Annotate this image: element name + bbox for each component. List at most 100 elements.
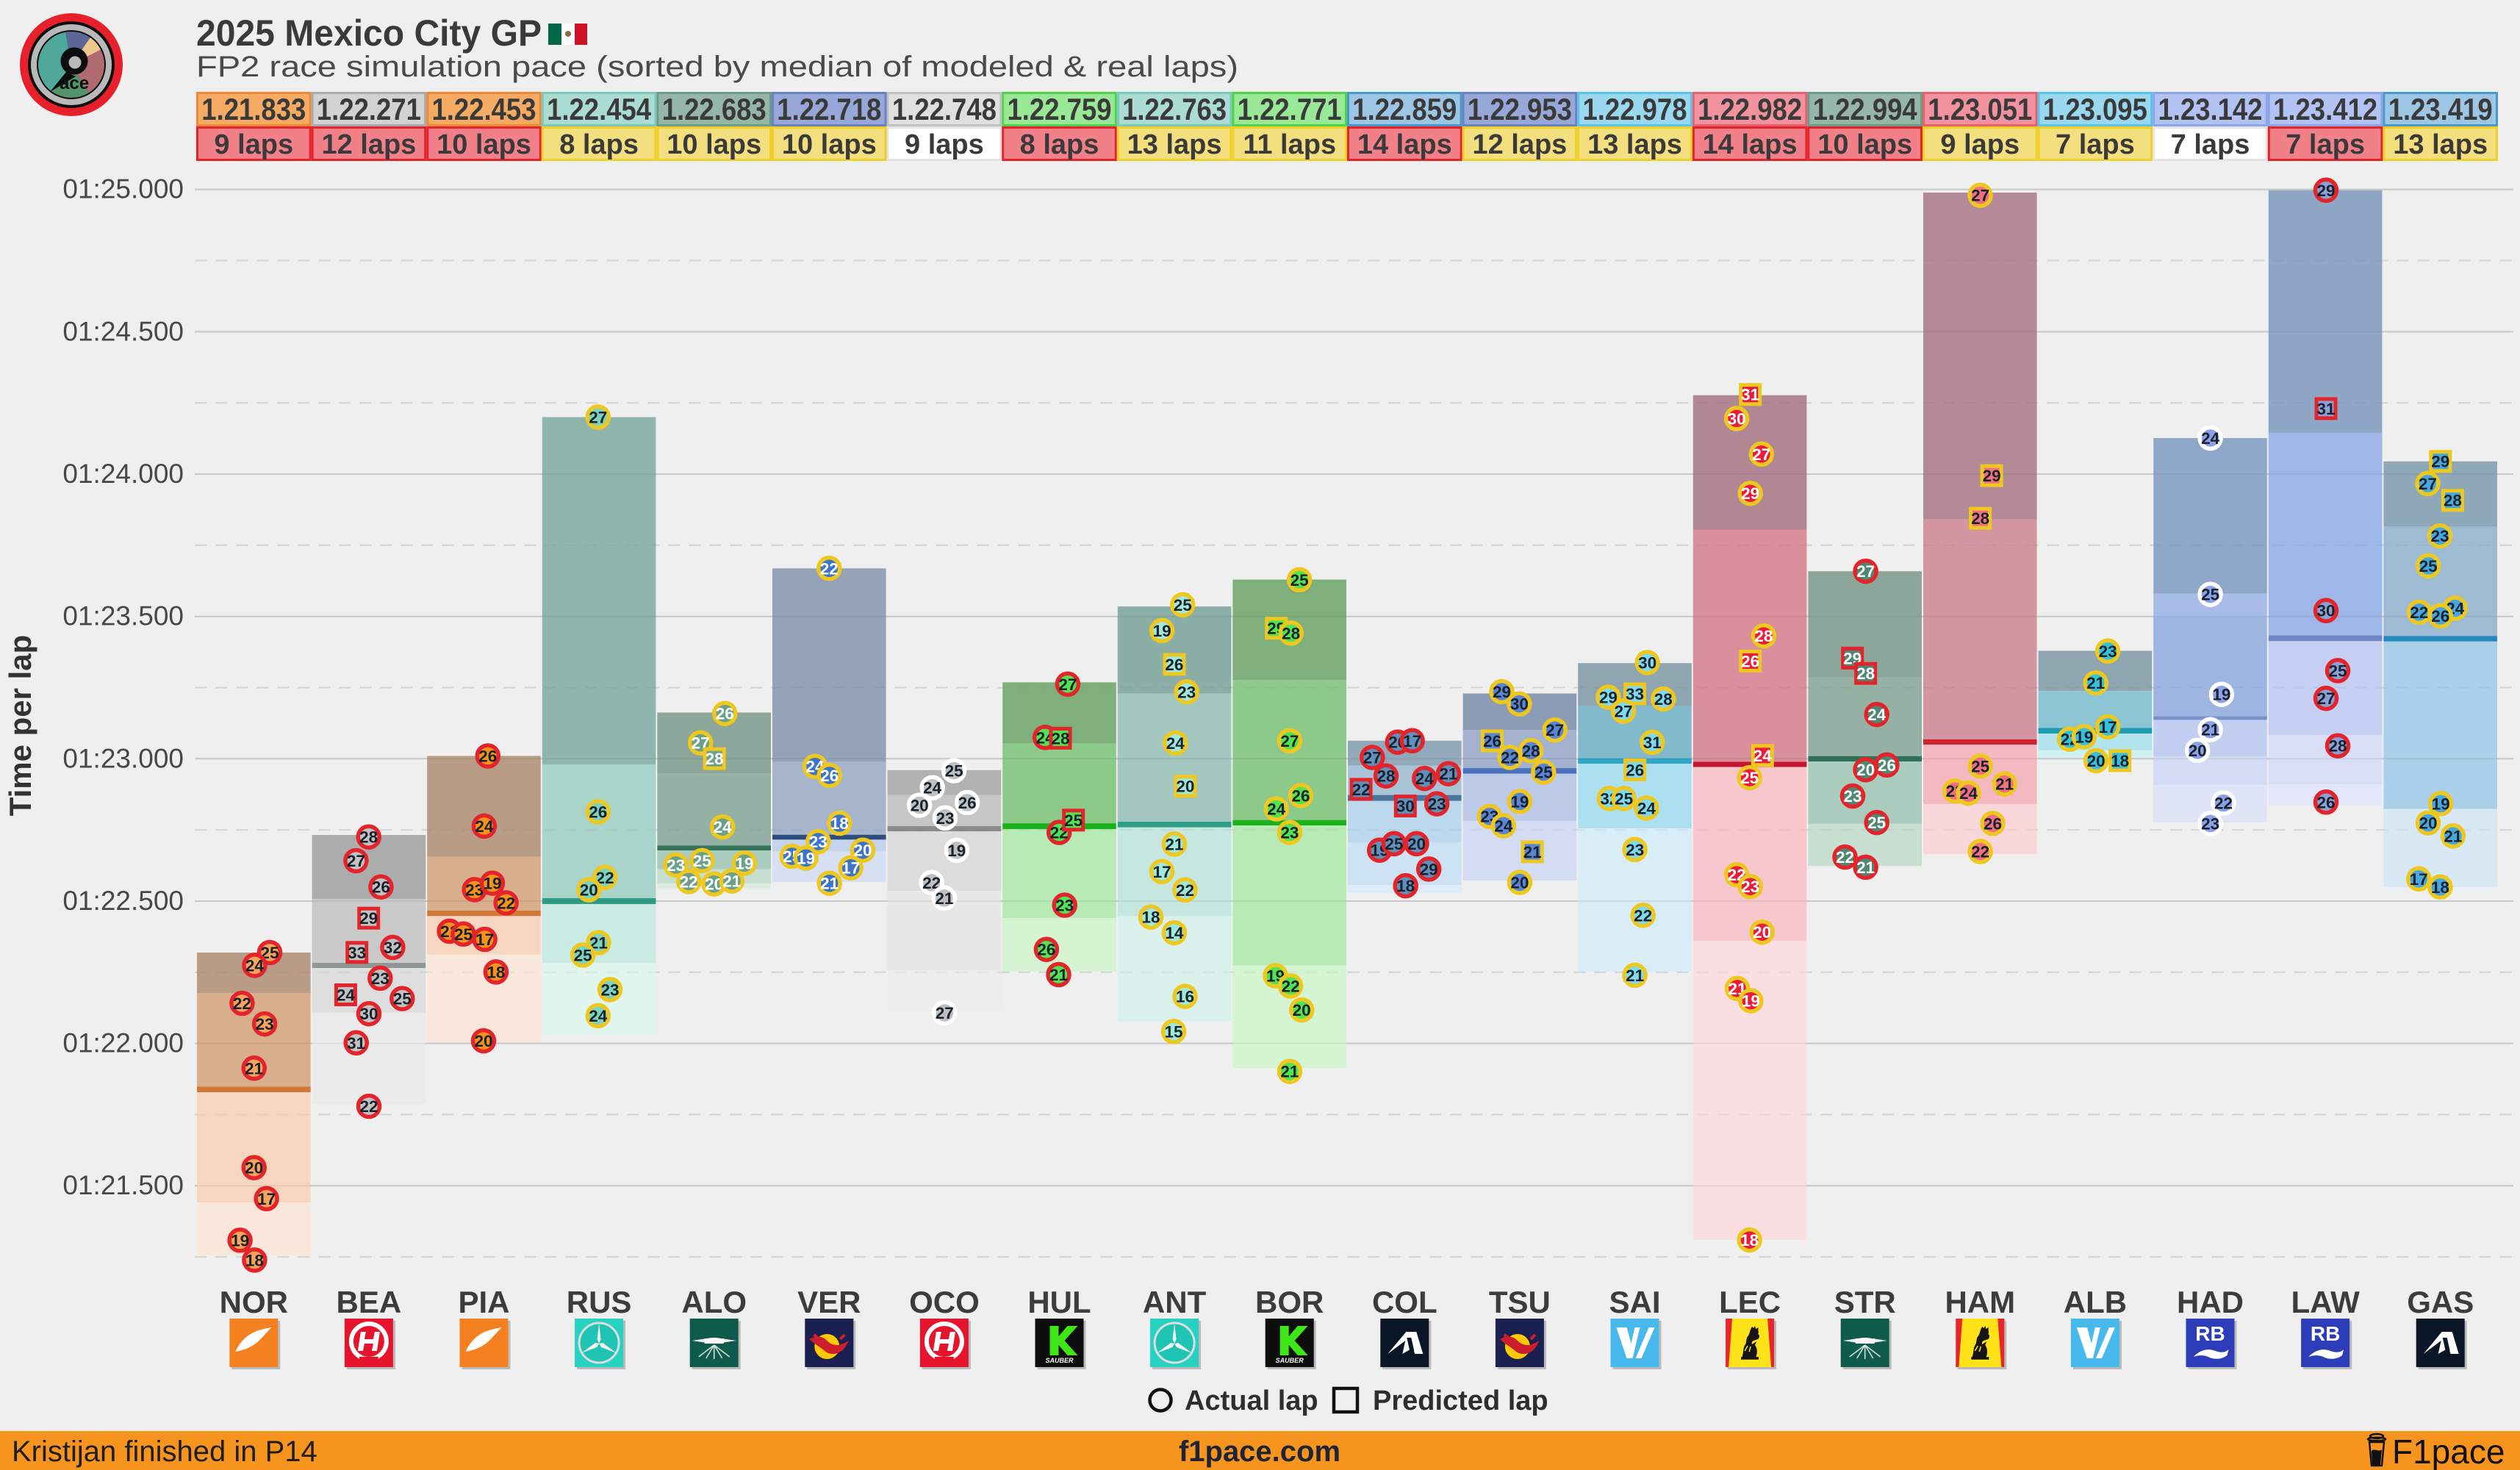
svg-text:PIA: PIA [458, 1285, 509, 1319]
svg-text:28: 28 [1376, 767, 1395, 786]
svg-text:22: 22 [1176, 881, 1194, 900]
svg-text:01:21.500: 01:21.500 [62, 1170, 184, 1200]
svg-text:17: 17 [1153, 863, 1171, 881]
svg-text:20: 20 [580, 881, 598, 900]
svg-text:23: 23 [1741, 878, 1759, 896]
svg-text:20: 20 [1510, 874, 1529, 892]
svg-text:Time per lap: Time per lap [3, 635, 37, 817]
svg-text:22: 22 [233, 994, 251, 1013]
svg-text:28: 28 [359, 828, 378, 847]
svg-text:01:25.000: 01:25.000 [62, 174, 184, 204]
svg-text:16: 16 [1176, 988, 1194, 1006]
svg-text:15: 15 [1164, 1022, 1182, 1041]
svg-text:19: 19 [1510, 792, 1529, 811]
svg-text:1.22.453: 1.22.453 [432, 92, 536, 126]
svg-text:1.23.142: 1.23.142 [2158, 92, 2263, 126]
svg-text:13 laps: 13 laps [2393, 129, 2488, 160]
svg-text:TSU: TSU [1489, 1285, 1551, 1319]
svg-text:24: 24 [1959, 784, 1978, 803]
svg-text:19: 19 [2212, 686, 2230, 704]
svg-text:24: 24 [1494, 817, 1513, 835]
svg-text:27: 27 [589, 409, 607, 427]
svg-text:28: 28 [706, 750, 724, 768]
svg-text:28: 28 [1522, 742, 1540, 760]
svg-text:25: 25 [1064, 811, 1083, 830]
svg-text:31: 31 [347, 1034, 365, 1053]
svg-text:20: 20 [1407, 835, 1426, 853]
svg-text:GAS: GAS [2407, 1285, 2474, 1319]
svg-text:33: 33 [348, 944, 366, 962]
svg-text:NOR: NOR [220, 1285, 288, 1319]
svg-text:25: 25 [1615, 789, 1633, 808]
svg-text:18: 18 [487, 963, 505, 981]
svg-text:18: 18 [1740, 1231, 1759, 1250]
svg-text:10 laps: 10 laps [437, 129, 531, 160]
svg-text:1.21.833: 1.21.833 [201, 92, 306, 126]
svg-text:RUS: RUS [567, 1285, 632, 1319]
svg-text:25: 25 [574, 946, 592, 964]
svg-text:25: 25 [2419, 557, 2438, 576]
svg-text:24: 24 [337, 986, 356, 1005]
svg-text:30: 30 [1396, 797, 1415, 816]
svg-text:30: 30 [359, 1005, 378, 1023]
svg-text:23: 23 [1177, 683, 1196, 701]
svg-text:31: 31 [2316, 400, 2335, 418]
svg-text:1.23.419: 1.23.419 [2388, 92, 2493, 126]
svg-text:17: 17 [2410, 870, 2428, 889]
svg-text:24: 24 [1753, 747, 1773, 765]
svg-text:26: 26 [716, 705, 734, 723]
svg-text:25: 25 [1867, 814, 1886, 832]
svg-text:29: 29 [1493, 683, 1511, 701]
svg-text:26: 26 [478, 747, 497, 766]
svg-text:21: 21 [935, 889, 953, 908]
svg-text:27: 27 [1856, 562, 1875, 581]
svg-text:21: 21 [1856, 858, 1875, 877]
svg-text:27: 27 [347, 852, 365, 870]
svg-text:HUL: HUL [1027, 1285, 1091, 1319]
svg-text:14 laps: 14 laps [1357, 129, 1452, 160]
svg-text:01:23.500: 01:23.500 [62, 601, 184, 631]
svg-text:26: 26 [1291, 786, 1310, 805]
svg-text:22: 22 [1282, 977, 1300, 995]
svg-text:28: 28 [1282, 624, 1300, 642]
svg-text:23: 23 [1428, 795, 1446, 814]
svg-text:21: 21 [2086, 674, 2105, 692]
svg-text:20: 20 [1753, 923, 1771, 942]
svg-text:29: 29 [359, 909, 378, 928]
svg-text:1.23.412: 1.23.412 [2273, 92, 2377, 126]
svg-text:21: 21 [2444, 827, 2462, 845]
svg-text:1.22.771: 1.22.771 [1238, 92, 1342, 126]
svg-text:10 laps: 10 laps [1817, 129, 1912, 160]
svg-text:BOR: BOR [1255, 1285, 1324, 1319]
svg-text:28: 28 [1754, 627, 1773, 645]
svg-text:25: 25 [2201, 586, 2219, 604]
svg-text:25: 25 [1534, 764, 1553, 782]
svg-text:23: 23 [2201, 814, 2219, 833]
svg-text:24: 24 [1415, 770, 1435, 788]
svg-text:21: 21 [1165, 835, 1183, 853]
svg-text:RB: RB [2311, 1322, 2340, 1345]
svg-text:25: 25 [945, 762, 963, 781]
svg-text:28: 28 [1051, 729, 1069, 747]
svg-text:30: 30 [1510, 695, 1529, 714]
svg-text:SAUBER: SAUBER [1276, 1357, 1304, 1364]
svg-text:1.23.095: 1.23.095 [2043, 92, 2147, 126]
svg-text:22: 22 [2410, 603, 2428, 622]
svg-text:22: 22 [1352, 781, 1371, 799]
svg-text:29: 29 [1741, 484, 1759, 503]
svg-text:01:24.000: 01:24.000 [62, 459, 184, 489]
svg-text:26: 26 [820, 767, 839, 785]
svg-text:26: 26 [1878, 756, 1896, 775]
svg-text:1.22.759: 1.22.759 [1008, 92, 1112, 126]
svg-text:9 laps: 9 laps [905, 129, 984, 160]
svg-text:HAM: HAM [1945, 1285, 2015, 1319]
svg-text:ace: ace [60, 74, 89, 93]
svg-text:26: 26 [958, 794, 977, 812]
svg-text:18: 18 [2111, 752, 2129, 770]
svg-text:27: 27 [1752, 445, 1770, 464]
svg-text:1.22.454: 1.22.454 [547, 92, 652, 126]
svg-text:24: 24 [714, 818, 733, 836]
svg-text:22: 22 [820, 559, 839, 578]
svg-text:1.22.718: 1.22.718 [777, 92, 881, 126]
svg-text:21: 21 [722, 872, 741, 891]
